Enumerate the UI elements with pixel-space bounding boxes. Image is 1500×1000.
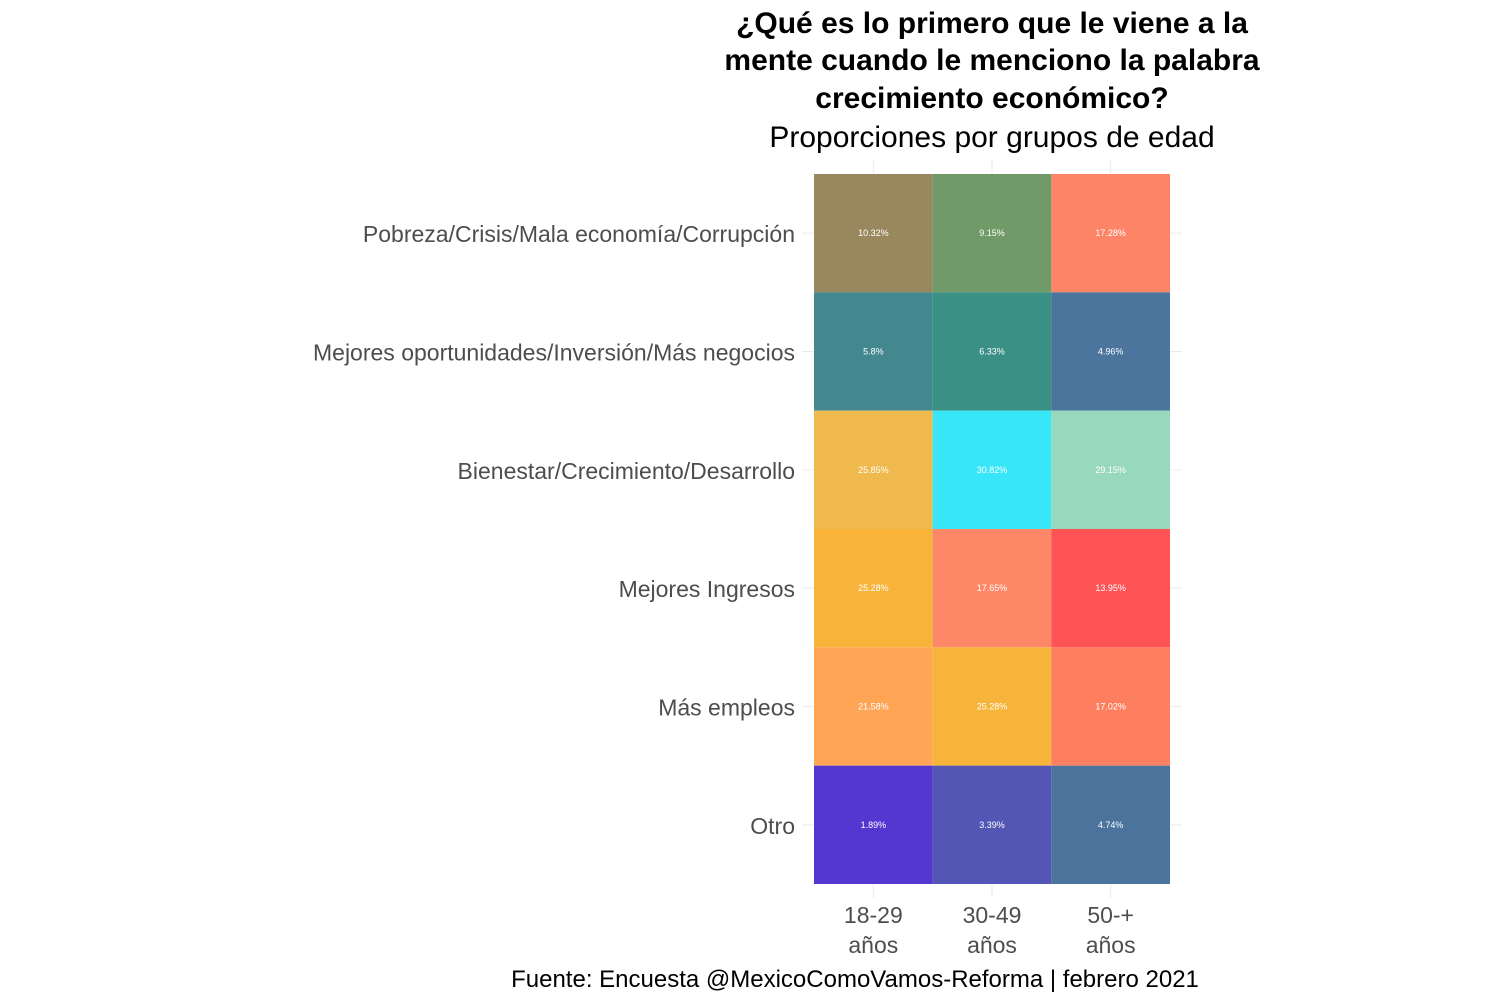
cell-value-label: 30.82%: [977, 465, 1008, 475]
cell-value-label: 29.15%: [1095, 465, 1126, 475]
heatmap-cell: [814, 410, 933, 529]
cell-value-label: 13.95%: [1095, 583, 1126, 593]
cell-labels: 10.32% 9.15% 17.28% 5.8% 6.33% 4.96% 25.85% 30.…: [858, 228, 1126, 830]
heatmap-cell: [932, 292, 1052, 411]
heatmap-cell: [932, 529, 1052, 648]
cell-value-label: 1.89%: [861, 820, 887, 830]
chart-title-line-1: ¿Qué es lo primero que le viene a la: [736, 7, 1248, 40]
heatmap-cell: [1051, 174, 1170, 293]
x-tick-label: 30-49: [963, 902, 1022, 928]
x-tick-label: 50-+: [1087, 902, 1134, 928]
cell-value-label: 3.39%: [979, 820, 1005, 830]
heatmap-cell: [814, 647, 933, 766]
cell-value-label: 25.28%: [977, 702, 1008, 712]
heatmap-cell: [814, 292, 933, 411]
chart-subtitle: Proporciones por grupos de edad: [769, 121, 1214, 154]
cell-value-label: 17.02%: [1095, 702, 1126, 712]
heatmap-cell: [1051, 647, 1170, 766]
heatmap-cell: [932, 765, 1052, 884]
chart-title-line-2: mente cuando le menciono la palabra: [724, 44, 1259, 77]
heatmap-cell: [1051, 410, 1170, 529]
cell-value-label: 21.58%: [858, 702, 889, 712]
y-tick-label: Más empleos: [658, 695, 795, 721]
heatmap-cells: [814, 174, 1170, 884]
cell-value-label: 25.85%: [858, 465, 889, 475]
cell-value-label: 9.15%: [979, 228, 1005, 238]
heatmap-cell: [932, 174, 1052, 293]
cell-value-label: 25.28%: [858, 583, 889, 593]
cell-value-label: 5.8%: [863, 347, 884, 357]
cell-value-label: 17.28%: [1095, 228, 1126, 238]
heatmap-cell: [814, 174, 933, 293]
heatmap-cell: [932, 410, 1052, 529]
heatmap-cell: [1051, 765, 1170, 884]
x-tick-label: 18-29: [844, 902, 903, 928]
x-tick-label: años: [1086, 932, 1136, 958]
chart-title-line-3: crecimiento económico?: [815, 82, 1168, 115]
x-tick-label: años: [967, 932, 1017, 958]
heatmap-cell: [814, 529, 933, 648]
y-tick-label: Mejores oportunidades/Inversión/Más nego…: [313, 340, 795, 366]
y-tick-label: Pobreza/Crisis/Mala economía/Corrupción: [363, 221, 795, 247]
cell-value-label: 4.96%: [1098, 347, 1124, 357]
y-tick-label: Otro: [750, 813, 795, 839]
chart-titles: ¿Qué es lo primero que le viene a la men…: [724, 7, 1259, 154]
heatmap-cell: [814, 765, 933, 884]
x-tick-label: años: [848, 932, 898, 958]
cell-value-label: 10.32%: [858, 228, 889, 238]
y-tick-label: Mejores Ingresos: [619, 576, 795, 602]
heatmap-cell: [1051, 529, 1170, 648]
cell-value-label: 6.33%: [979, 347, 1005, 357]
cell-value-label: 4.74%: [1098, 820, 1124, 830]
x-axis-labels: 18-29 años 30-49 años 50-+ años: [844, 902, 1136, 958]
heatmap-cell: [932, 647, 1052, 766]
cell-value-label: 17.65%: [977, 583, 1008, 593]
chart-caption: Fuente: Encuesta @MexicoComoVamos-Reform…: [511, 966, 1199, 993]
y-axis-labels: Pobreza/Crisis/Mala economía/Corrupción M…: [313, 221, 795, 839]
y-tick-label: Bienestar/Crecimiento/Desarrollo: [458, 458, 795, 484]
heatmap-cell: [1051, 292, 1170, 411]
